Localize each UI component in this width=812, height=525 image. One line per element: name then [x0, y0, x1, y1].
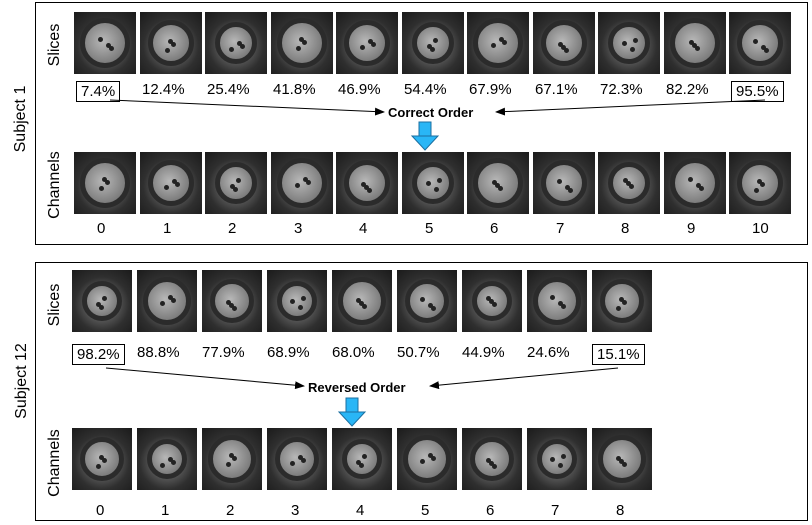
subject1-slice-thumbnail [402, 12, 464, 74]
subject1-slice-thumbnail [74, 12, 136, 74]
subject12-channel-index: 1 [161, 502, 170, 519]
subject12-channel-index: 3 [291, 502, 300, 519]
subject1-channel-thumbnail [664, 152, 726, 214]
subject1-down-arrow [410, 121, 440, 151]
subject1-channel-thumbnail [140, 152, 202, 214]
subject12-slice-thumbnail [592, 270, 652, 332]
subject1-slice-percentage: 7.4% [76, 81, 121, 102]
subject1-slice-thumbnail [729, 12, 791, 74]
subject1-channel-index: 8 [621, 220, 630, 237]
subject12-slice-percentage: 98.2% [72, 344, 125, 365]
subject1-channel-index: 4 [359, 220, 368, 237]
subject1-slice-thumbnail [598, 12, 660, 74]
subject12-slice-thumbnail [137, 270, 197, 332]
subject12-slice-percentage: 88.8% [137, 344, 180, 361]
subject1-channel-thumbnail [467, 152, 529, 214]
subject1-channel-index: 2 [228, 220, 237, 237]
subject1-channel-thumbnail [533, 152, 595, 214]
subject12-channel-thumbnail [592, 428, 652, 490]
subject1-channel-index: 7 [556, 220, 565, 237]
subject12-channel-thumbnail [72, 428, 132, 490]
subject1-channel-thumbnail [598, 152, 660, 214]
subject1-slice-percentage: 67.9% [469, 81, 512, 98]
subject12-channel-index: 5 [421, 502, 430, 519]
subject1-channel-index: 1 [163, 220, 172, 237]
subject12-slice-percentage: 68.9% [267, 344, 310, 361]
subject12-slice-thumbnail [202, 270, 262, 332]
subject1-right-arrow [495, 99, 766, 116]
subject1-slice-thumbnail [336, 12, 398, 74]
subject1-slice-thumbnail [271, 12, 333, 74]
subject1-channel-index: 10 [752, 220, 769, 237]
subject1-slice-thumbnail [533, 12, 595, 74]
subject12-channel-index: 8 [616, 502, 625, 519]
subject1-channel-thumbnail [74, 152, 136, 214]
subject12-slice-thumbnail [462, 270, 522, 332]
subject12-slice-thumbnail [397, 270, 457, 332]
subject12-slice-percentage: 50.7% [397, 344, 440, 361]
subject1-slice-percentage: 54.4% [404, 81, 447, 98]
subject12-channel-thumbnail [137, 428, 197, 490]
subject1-channel-index: 3 [294, 220, 303, 237]
subject12-channel-index: 7 [551, 502, 560, 519]
subject12-channel-thumbnail [397, 428, 457, 490]
subject12-slice-thumbnail [332, 270, 392, 332]
subject1-order-label: Correct Order [388, 105, 474, 120]
subject1-channel-thumbnail [205, 152, 267, 214]
subject1-channel-index: 0 [97, 220, 106, 237]
subject12-channel-index: 2 [226, 502, 235, 519]
subject1-slice-percentage: 72.3% [600, 81, 643, 98]
subject12-channel-thumbnail [527, 428, 587, 490]
subject12-slice-thumbnail [72, 270, 132, 332]
subject12-channel-thumbnail [462, 428, 522, 490]
subject12-order-label: Reversed Order [308, 380, 406, 395]
subject1-channel-index: 9 [687, 220, 696, 237]
subject1-slice-thumbnail [467, 12, 529, 74]
subject12-channel-thumbnail [267, 428, 327, 490]
subject1-slice-thumbnail [140, 12, 202, 74]
subject12-slice-percentage: 68.0% [332, 344, 375, 361]
subject1-slice-percentage: 67.1% [535, 81, 578, 98]
subject12-slice-percentage: 15.1% [592, 344, 645, 365]
subject12-slice-percentage: 24.6% [527, 344, 570, 361]
subject12-down-arrow [337, 397, 367, 427]
subject1-channel-thumbnail [729, 152, 791, 214]
subject12-left-arrow [105, 367, 305, 390]
subject1-channel-index: 6 [490, 220, 499, 237]
subject1-channel-thumbnail [402, 152, 464, 214]
subject12-channel-thumbnail [332, 428, 392, 490]
subject1-slice-percentage: 95.5% [731, 81, 784, 102]
subject1-channel-thumbnail [336, 152, 398, 214]
subject12-channel-thumbnail [202, 428, 262, 490]
subject1-slice-percentage: 12.4% [142, 81, 185, 98]
subject1-channel-index: 5 [425, 220, 434, 237]
subject12-slice-percentage: 44.9% [462, 344, 505, 361]
subject1-slice-percentage: 46.9% [338, 81, 381, 98]
subject1-slice-thumbnail [664, 12, 726, 74]
subject1-channel-thumbnail [271, 152, 333, 214]
subject1-left-arrow [109, 99, 385, 116]
subject1-slice-percentage: 41.8% [273, 81, 316, 98]
subject12-slice-thumbnail [527, 270, 587, 332]
subject12-channel-index: 4 [356, 502, 365, 519]
subject12-slice-percentage: 77.9% [202, 344, 245, 361]
subject1-slice-thumbnail [205, 12, 267, 74]
subject1-slice-percentage: 25.4% [207, 81, 250, 98]
subject12-channel-index: 6 [486, 502, 495, 519]
subject12-right-arrow [429, 367, 619, 390]
subject12-slice-thumbnail [267, 270, 327, 332]
subject12-channel-index: 0 [96, 502, 105, 519]
subject1-slice-percentage: 82.2% [666, 81, 709, 98]
